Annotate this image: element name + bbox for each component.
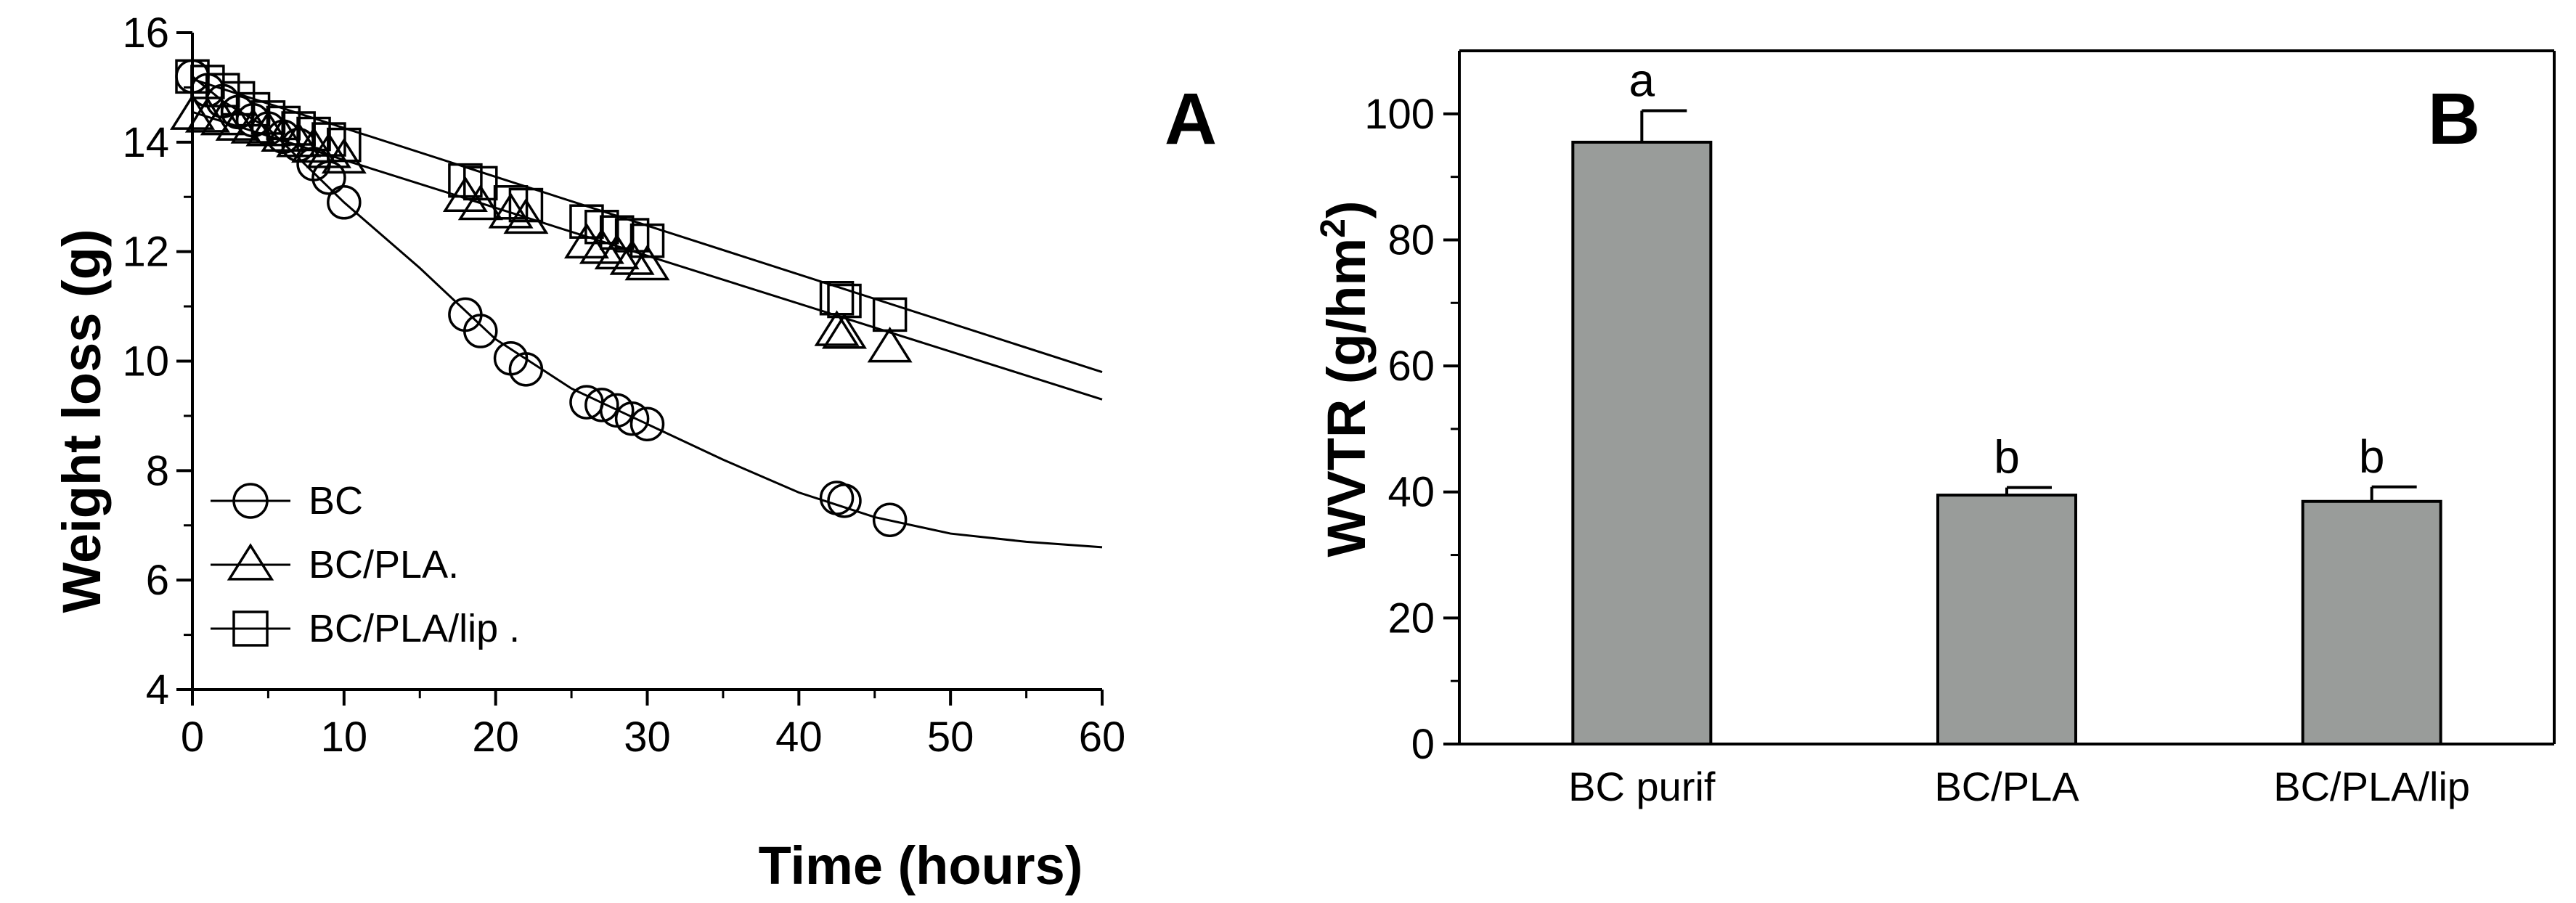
y-tick-label-a: 6 bbox=[146, 557, 169, 604]
y-tick-label-a: 14 bbox=[122, 119, 169, 166]
significance-letter: a bbox=[1629, 54, 1655, 106]
data-point-triangle bbox=[814, 310, 860, 346]
legend-label-triangle: BC/PLA. bbox=[309, 543, 459, 587]
data-point-triangle bbox=[200, 99, 245, 136]
panel-label-a: A bbox=[1165, 78, 1217, 160]
x-axis-title-a: Time (hours) bbox=[759, 835, 1083, 896]
category-label: BC purif bbox=[1568, 764, 1716, 809]
data-point-triangle bbox=[245, 110, 291, 147]
data-point-circle bbox=[463, 314, 498, 348]
data-point-triangle bbox=[457, 184, 503, 221]
data-point-triangle bbox=[563, 222, 609, 259]
data-point-triangle bbox=[821, 313, 867, 349]
data-point-square bbox=[872, 297, 908, 332]
category-label: BC/PLA bbox=[1934, 764, 2079, 809]
x-tick-label-a: 40 bbox=[775, 714, 823, 761]
data-point-circle bbox=[584, 388, 619, 422]
axes-b: BC purif BC/PLA BC/PLA/lip 0 20 40 60 80 100 bbox=[1364, 49, 2556, 809]
data-point-circle bbox=[827, 483, 862, 518]
y-tick-label-b: 60 bbox=[1387, 343, 1435, 390]
legend-marker-circle bbox=[232, 483, 269, 519]
data-point-square bbox=[819, 281, 855, 316]
bars: a b b bbox=[1571, 54, 2442, 746]
data-point-square bbox=[629, 223, 665, 258]
significance-letter: b bbox=[2359, 430, 2385, 483]
y-axis-title-b-superscript: 2 bbox=[1314, 218, 1353, 238]
y-tick-label-a: 16 bbox=[122, 9, 169, 57]
data-point-circle bbox=[327, 185, 362, 220]
data-point-triangle bbox=[488, 192, 534, 229]
y-tick-label-a: 4 bbox=[146, 666, 169, 714]
y-tick-label-b: 100 bbox=[1364, 91, 1435, 138]
x-tick-label-a: 20 bbox=[472, 714, 519, 761]
y-tick-label-b: 20 bbox=[1387, 594, 1435, 642]
x-tick-label-a: 10 bbox=[321, 714, 368, 761]
significance-letter: b bbox=[1994, 431, 2020, 483]
legend-label-square: BC/PLA/lip . bbox=[309, 607, 520, 650]
y-axis-title-b-suffix: ) bbox=[1316, 200, 1377, 218]
data-point-circle bbox=[872, 502, 908, 537]
y-tick-label-a: 8 bbox=[146, 447, 169, 494]
x-tick-label-a: 0 bbox=[181, 714, 204, 761]
data-point-triangle bbox=[215, 105, 261, 141]
y-tick-label-a: 10 bbox=[122, 338, 169, 385]
data-point-square bbox=[508, 187, 544, 223]
y-tick-label-b: 80 bbox=[1387, 216, 1435, 263]
data-point-triangle bbox=[867, 327, 913, 363]
bar bbox=[1936, 494, 2077, 745]
x-tick-label-a: 60 bbox=[1079, 714, 1126, 761]
axes-a: 0 10 20 30 40 50 60 4 6 8 10 12 14 16 bbox=[122, 9, 1125, 761]
legend-label-circle: BC bbox=[309, 479, 363, 523]
panel-label-b: B bbox=[2428, 78, 2480, 160]
y-tick-label-b: 0 bbox=[1411, 721, 1435, 768]
panel-b-bar-chart: a b b BC purif BC/PLA BC/PLA/lip 0 20 40 60 80 100… bbox=[1314, 49, 2556, 809]
y-axis-title-a: Weight loss (g) bbox=[52, 229, 112, 613]
y-tick-label-a: 12 bbox=[122, 229, 169, 276]
x-tick-label-a: 50 bbox=[927, 714, 974, 761]
data-point-square bbox=[463, 166, 498, 201]
data-point-square bbox=[327, 127, 362, 163]
data-point-circle bbox=[508, 352, 544, 387]
y-axis-title-b-main: WVTR (g/hm bbox=[1316, 238, 1377, 557]
data-point-triangle bbox=[184, 97, 230, 133]
data-point-circle bbox=[614, 401, 650, 436]
y-tick-label-b: 40 bbox=[1387, 469, 1435, 516]
data-point-triangle bbox=[579, 228, 624, 264]
y-axis-title-b: WVTR (g/hm2) bbox=[1314, 200, 1377, 557]
data-point-triangle bbox=[503, 197, 549, 234]
data-point-circle bbox=[629, 406, 665, 441]
data-point-triangle bbox=[624, 244, 670, 281]
x-tick-label-a: 30 bbox=[624, 714, 671, 761]
data-point-square bbox=[827, 283, 862, 319]
bar bbox=[2301, 499, 2442, 745]
data-markers bbox=[170, 59, 913, 537]
legend-marker-square bbox=[232, 610, 269, 647]
legend: BC BC/PLA. BC/PLA/lip . bbox=[211, 479, 520, 650]
category-label: BC/PLA/lip bbox=[2273, 764, 2470, 809]
bar bbox=[1571, 140, 1713, 746]
legend-marker-triangle bbox=[227, 543, 274, 581]
